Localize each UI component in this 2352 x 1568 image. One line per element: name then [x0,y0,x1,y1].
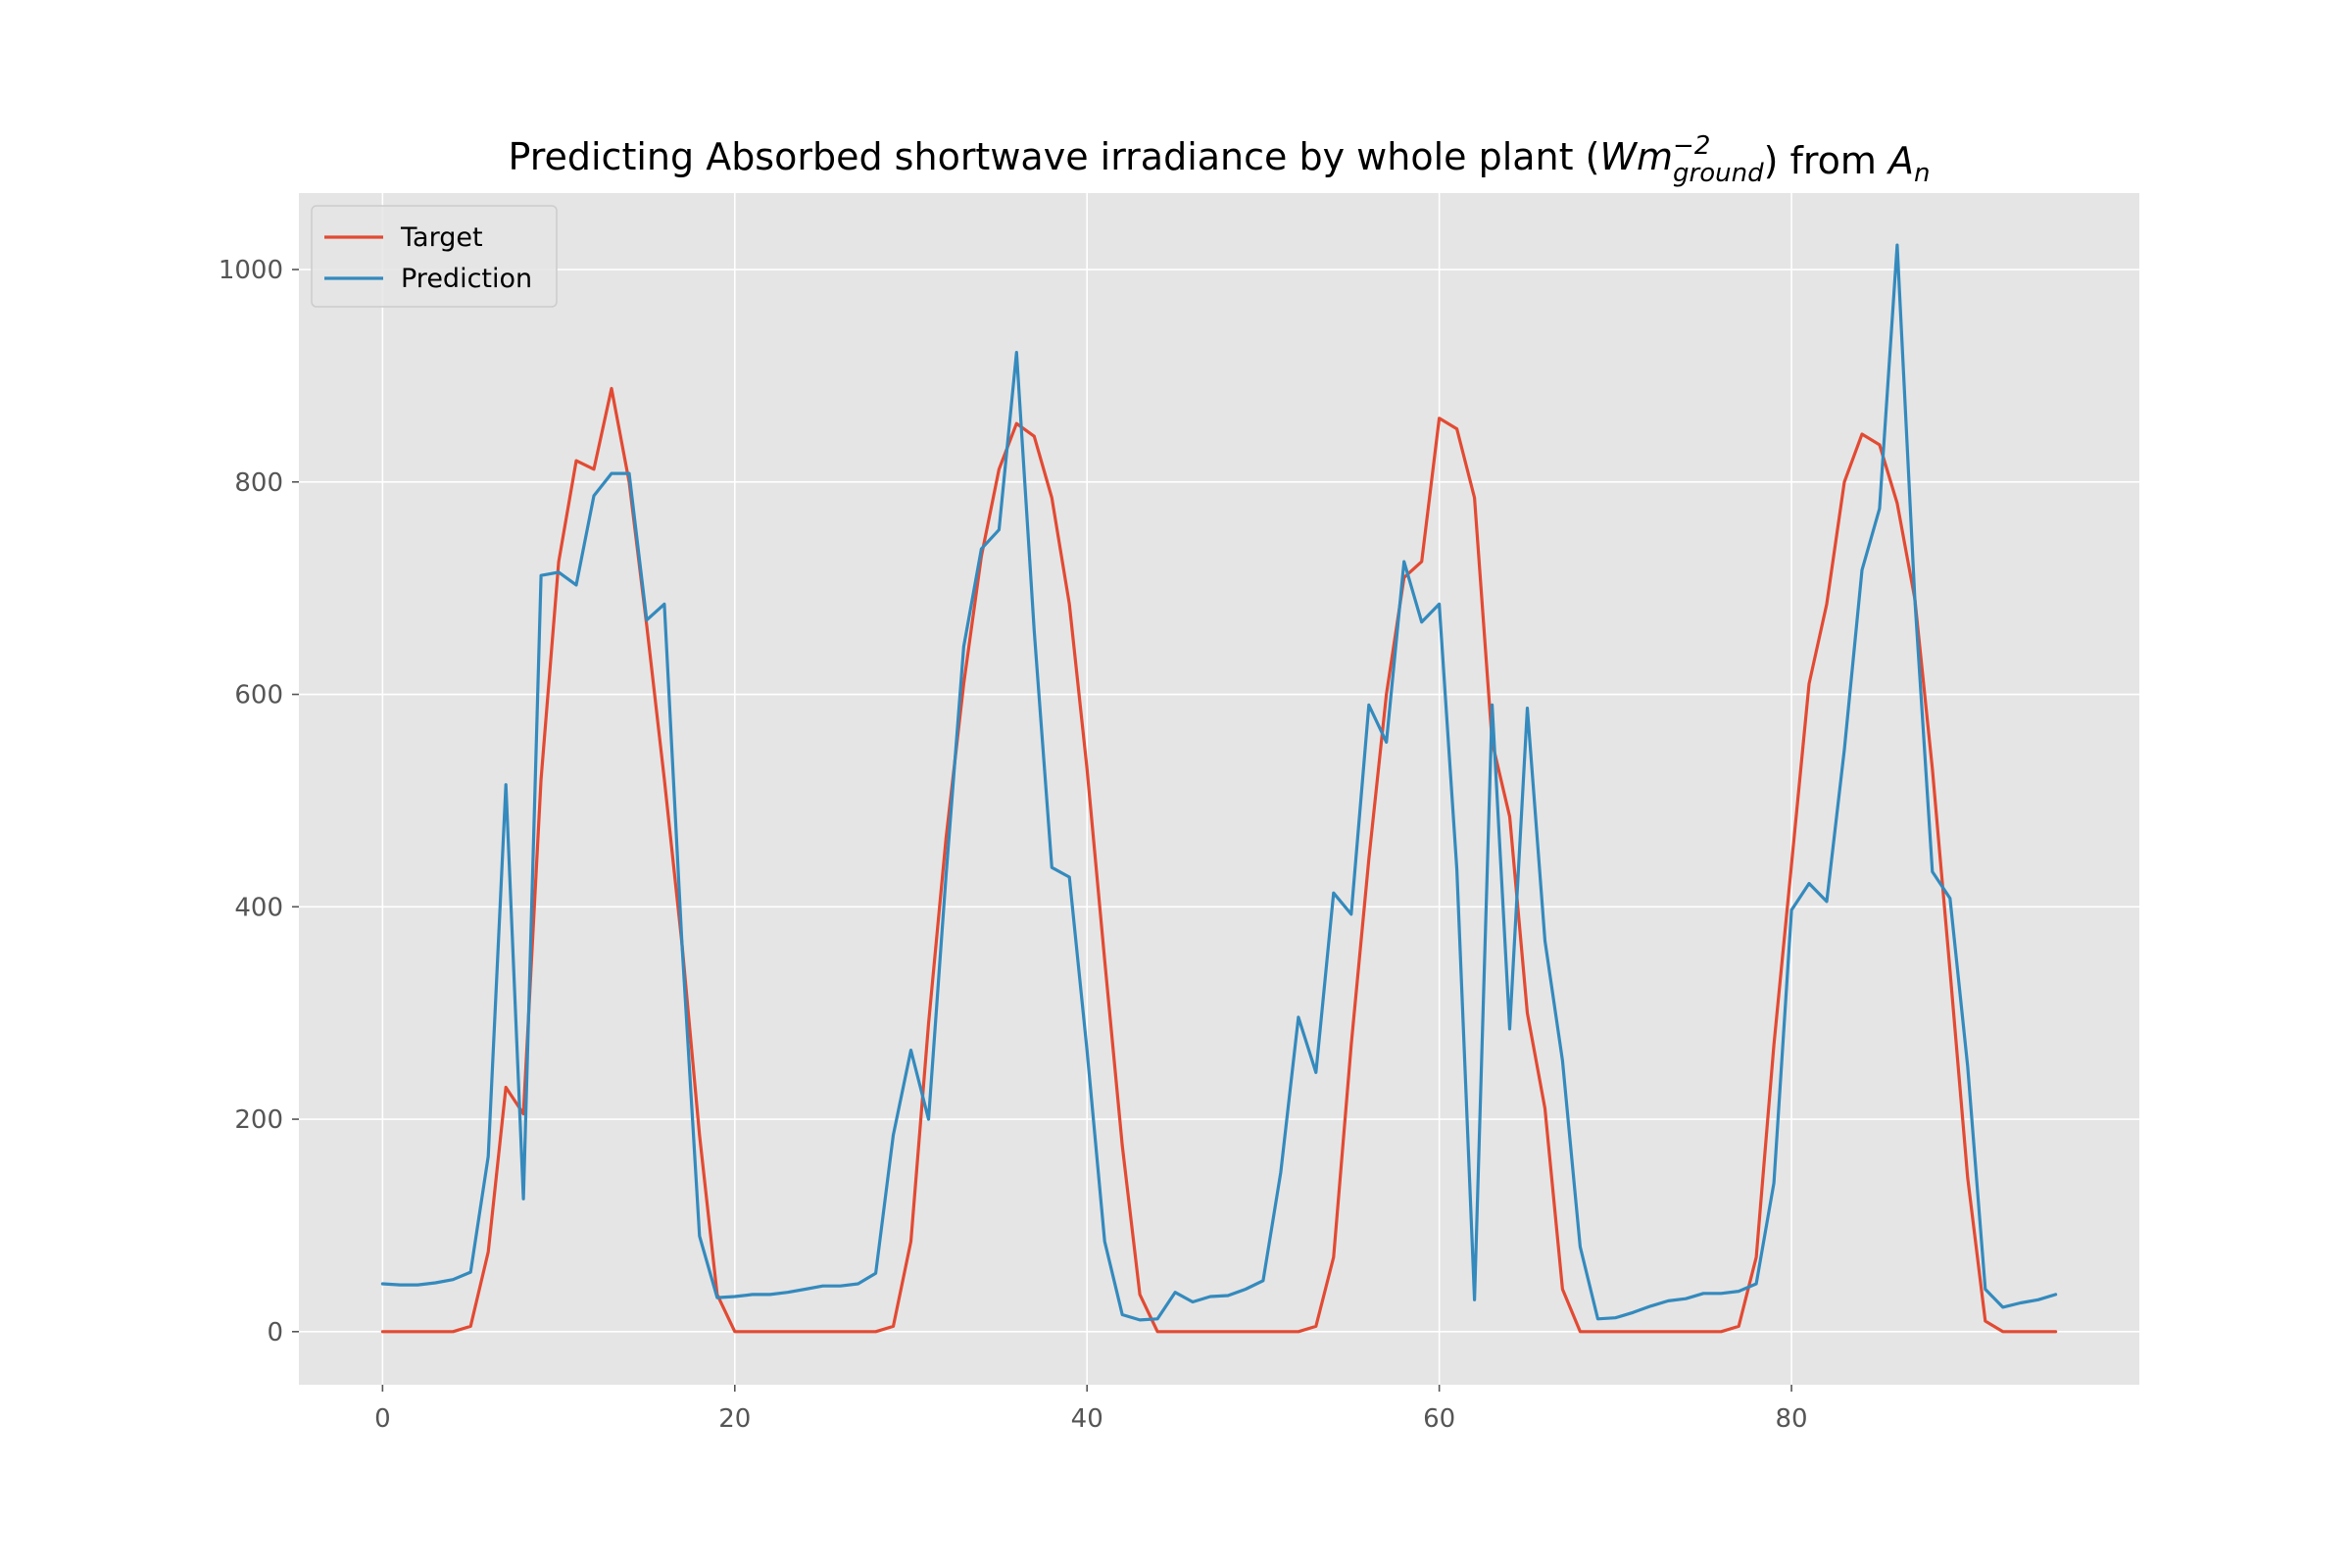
x-tick-label: 80 [1776,1404,1808,1434]
y-tick-label: 200 [234,1105,283,1135]
legend-label-prediction: Prediction [401,264,532,294]
y-tick-label: 1000 [219,256,283,285]
series-line-prediction [380,243,2058,1322]
title-subscript-2: n [1914,159,1930,188]
y-tick-label: 400 [234,893,283,922]
series-line-target [380,386,2058,1334]
y-tick-label: 0 [267,1318,283,1348]
y-tick-label: 600 [234,681,283,710]
title-variable: Wm [1599,135,1673,178]
title-subscript: ground [1673,159,1764,188]
legend-box [311,205,558,308]
title-superscript: −2 [1673,131,1710,161]
title-middle: ) from [1764,139,1888,182]
legend: Target Prediction [311,205,558,308]
chart-title: Predicting Absorbed shortwave irradiance… [508,131,1930,188]
x-tick-label: 0 [374,1404,391,1434]
legend-label-target: Target [400,222,483,253]
x-tick-label: 60 [1423,1404,1455,1434]
title-variable-2: A [1886,139,1914,182]
x-tick-label: 40 [1071,1404,1103,1434]
series-layer [380,243,2058,1334]
y-tick-label: 800 [234,468,283,498]
plot-area [299,193,2139,1385]
x-tick-label: 20 [718,1404,751,1434]
title-main: Predicting Absorbed shortwave irradiance… [508,135,1599,178]
grid [299,193,2139,1385]
